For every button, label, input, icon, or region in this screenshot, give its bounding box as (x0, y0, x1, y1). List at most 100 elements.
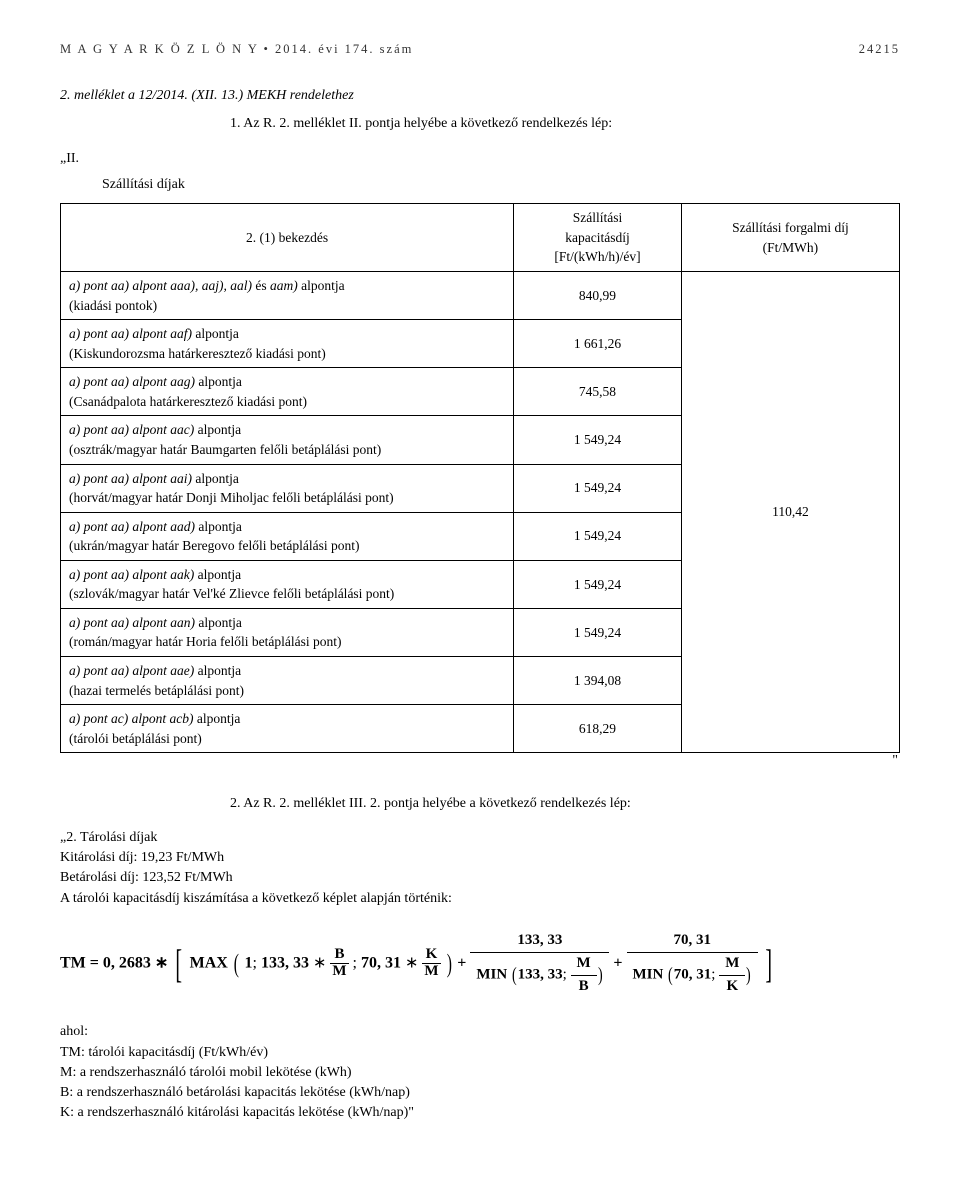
frac-num: M (719, 956, 745, 976)
row-sub: (osztrák/magyar határ Baumgarten felőli … (69, 442, 381, 457)
row-label-pre: a) pont ac) alpont acb) (69, 711, 197, 726)
attachment-title: 2. melléklet a 12/2014. (XII. 13.) MEKH … (60, 86, 900, 106)
row-sub: (román/magyar határ Horia felőli betáplá… (69, 634, 342, 649)
row-label-post: alpontja (198, 374, 242, 389)
lparen: ( (234, 951, 239, 977)
row-value: 745,58 (514, 368, 682, 416)
col1-header: 2. (1) bekezdés (61, 204, 514, 272)
min-label: MIN (633, 966, 664, 982)
col2-header: Szállítási kapacitásdíj [Ft/(kWh/h)/év] (514, 204, 682, 272)
row-value: 1 549,24 (514, 608, 682, 656)
semicolon: ; (353, 954, 361, 971)
frac-m-b: M B (571, 956, 597, 995)
frac-num: K (422, 947, 440, 964)
row-label-post: alpontja (197, 711, 241, 726)
row-label-post: alpontja (198, 519, 242, 534)
frac-num: M (571, 956, 597, 976)
where-line: M: a rendszerhasználó tárolói mobil lekö… (60, 1063, 900, 1083)
row-label-pre: a) pont aa) alpont aaf) (69, 326, 195, 341)
row-label-post: alpontja (301, 278, 345, 293)
bigfrac-den: MIN (70, 31; M K ) (627, 953, 759, 995)
row-label-pre: a) pont aa) alpont aag) (69, 374, 198, 389)
lparen: ( (668, 965, 673, 985)
close-quote-1: " (60, 751, 900, 771)
bigfrac-1: 133, 33 MIN (133, 33; M B ) (470, 933, 609, 994)
storage-in-fee: Betárolási díj: 123,52 Ft/MWh (60, 868, 900, 888)
header-left: M A G Y A R K Ö Z L Ö N Y • 2014. évi 17… (60, 40, 413, 58)
row-value: 1 549,24 (514, 464, 682, 512)
row-sub: (hazai termelés betáplálási pont) (69, 683, 244, 698)
shipping-section-title: Szállítási díjak (102, 175, 900, 195)
col3-header-line1: Szállítási forgalmi díj (732, 220, 849, 235)
frac-den: M (330, 964, 348, 980)
storage-title: „2. Tárolási díjak (60, 828, 900, 848)
row-value: 618,29 (514, 705, 682, 753)
row-sub: (kiadási pontok) (69, 298, 157, 313)
frac-den: B (571, 976, 597, 995)
one: 1 (245, 954, 253, 971)
row-label-post: alpontja (198, 422, 242, 437)
left-bracket: [ (176, 944, 183, 984)
where-ahol: ahol: (60, 1022, 900, 1042)
lparen: ( (512, 965, 517, 985)
rparen: ) (598, 965, 603, 985)
header-page-number: 24215 (859, 40, 900, 58)
right-bracket: ] (765, 944, 772, 984)
star: ∗ (313, 954, 326, 971)
frac-b-m: B M (330, 947, 348, 980)
c1: 133, 33 (261, 954, 309, 971)
row-sub: (ukrán/magyar határ Beregovo felőli betá… (69, 538, 360, 553)
row-label-pre: a) pont aa) alpont aak) (69, 567, 198, 582)
frac-m-k: M K (719, 956, 745, 995)
star: ∗ (405, 954, 418, 971)
bigfrac-2: 70, 31 MIN (70, 31; M K ) (627, 933, 759, 994)
c1: 133, 33 (518, 966, 563, 982)
bigfrac-den: MIN (133, 33; M B ) (470, 953, 609, 995)
col2-header-line3: [Ft/(kWh/h)/év] (554, 249, 640, 264)
row-sub: (Csanádpalota határkeresztező kiadási po… (69, 394, 307, 409)
col2-header-line1: Szállítási (573, 210, 623, 225)
frac-k-m: K M (422, 947, 440, 980)
page-header: M A G Y A R K Ö Z L Ö N Y • 2014. évi 17… (60, 40, 900, 58)
where-line: K: a rendszerhasználó kitárolási kapacit… (60, 1103, 900, 1123)
shipping-fee-table: 2. (1) bekezdés Szállítási kapacitásdíj … (60, 203, 900, 753)
row-value: 1 661,26 (514, 320, 682, 368)
row-value: 1 549,24 (514, 512, 682, 560)
row-label-pre: a) pont aa) alpont aad) (69, 519, 198, 534)
row-value: 840,99 (514, 272, 682, 320)
frac-num: B (330, 947, 348, 964)
max-label: MAX (190, 954, 228, 971)
storage-block: „2. Tárolási díjak Kitárolási díj: 19,23… (60, 828, 900, 909)
capacity-formula: TM = 0, 2683 ∗ [ MAX ( 1; 133, 33 ∗ B M … (60, 933, 900, 994)
row-sub: (Kiskundorozsma határkeresztező kiadási … (69, 346, 326, 361)
row-label-post: alpontja (198, 663, 242, 678)
row-label-mid: és (255, 278, 266, 293)
col3-header-line2: (Ft/MWh) (763, 240, 819, 255)
quote-ii: „II. (60, 149, 900, 169)
fee-cell: 110,42 (681, 272, 899, 753)
semicolon: ; (711, 966, 715, 982)
frac-den: M (422, 964, 440, 980)
table-header-row: 2. (1) bekezdés Szállítási kapacitásdíj … (61, 204, 900, 272)
tm-eq: TM = 0, 2683 ∗ (60, 954, 168, 971)
semicolon: ; (563, 966, 567, 982)
point1-intro: 1. Az R. 2. melléklet II. pontja helyébe… (230, 114, 900, 134)
row-label-pre: a) pont aa) alpont aai) (69, 471, 195, 486)
row-sub: (horvát/magyar határ Donji Miholjac felő… (69, 490, 394, 505)
where-line: B: a rendszerhasználó betárolási kapacit… (60, 1083, 900, 1103)
bigfrac-num: 70, 31 (627, 933, 759, 953)
where-block: ahol: TM: tárolói kapacitásdíj (Ft/kWh/é… (60, 1022, 900, 1123)
row-label-post: alpontja (198, 615, 242, 630)
col2-header-line2: kapacitásdíj (565, 230, 629, 245)
row-label-post-i: aam) (267, 278, 302, 293)
row-value: 1 394,08 (514, 657, 682, 705)
row-sub: (tárolói betáplálási pont) (69, 731, 202, 746)
semicolon: ; (253, 954, 257, 971)
table-row: a) pont aa) alpont aaa), aaj), aal) és a… (61, 272, 900, 320)
rparen: ) (746, 965, 751, 985)
bigfrac-num: 133, 33 (470, 933, 609, 953)
row-label-pre: a) pont aa) alpont aan) (69, 615, 198, 630)
storage-out-fee: Kitárolási díj: 19,23 Ft/MWh (60, 848, 900, 868)
row-label-pre: a) pont aa) alpont aaa), aaj), aal) (69, 278, 255, 293)
document-page: M A G Y A R K Ö Z L Ö N Y • 2014. évi 17… (0, 0, 960, 1181)
